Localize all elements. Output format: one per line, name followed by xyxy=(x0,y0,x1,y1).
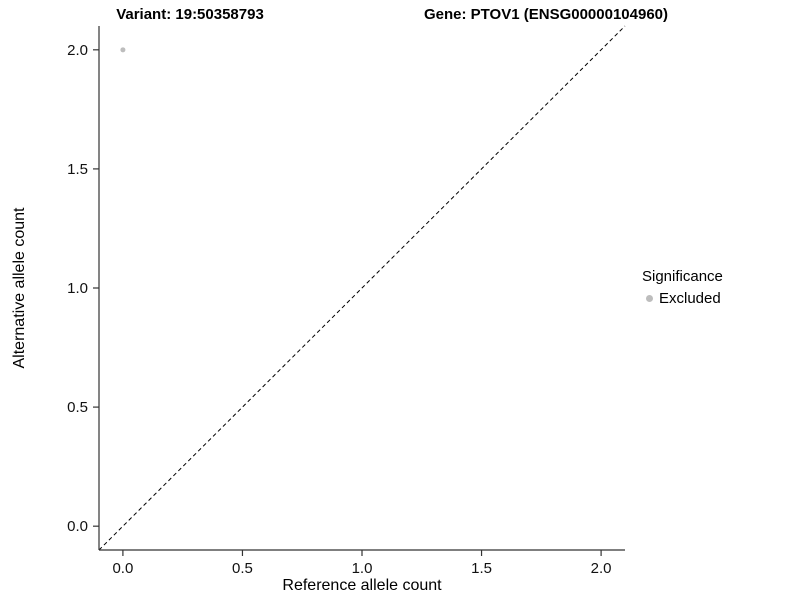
gene-title: Gene: PTOV1 (ENSG00000104960) xyxy=(423,6,669,23)
y-tick-label: 0.5 xyxy=(67,399,88,416)
legend-title: Significance xyxy=(642,268,723,285)
x-tick-label: 0.0 xyxy=(112,560,133,577)
legend-entry-excluded: Excluded xyxy=(642,290,723,307)
x-tick-label: 1.0 xyxy=(352,560,373,577)
y-axis-title: Alternative allele count xyxy=(11,207,28,369)
legend: Significance Excluded xyxy=(642,268,723,307)
y-tick-label: 1.5 xyxy=(67,161,88,178)
y-tick-label: 2.0 xyxy=(67,42,88,59)
x-axis-title: Reference allele count xyxy=(282,577,442,594)
x-tick-label: 0.5 xyxy=(232,560,253,577)
legend-entry-label: Excluded xyxy=(659,290,721,307)
identity-line xyxy=(98,25,626,551)
variant-title: Variant: 19:50358793 xyxy=(116,6,264,23)
y-tick-label: 0.0 xyxy=(67,518,88,535)
x-tick-label: 1.5 xyxy=(471,560,492,577)
data-point xyxy=(120,47,126,53)
excluded-point-swatch xyxy=(646,295,653,302)
y-tick-label: 1.0 xyxy=(67,280,88,297)
x-tick-label: 2.0 xyxy=(591,560,612,577)
